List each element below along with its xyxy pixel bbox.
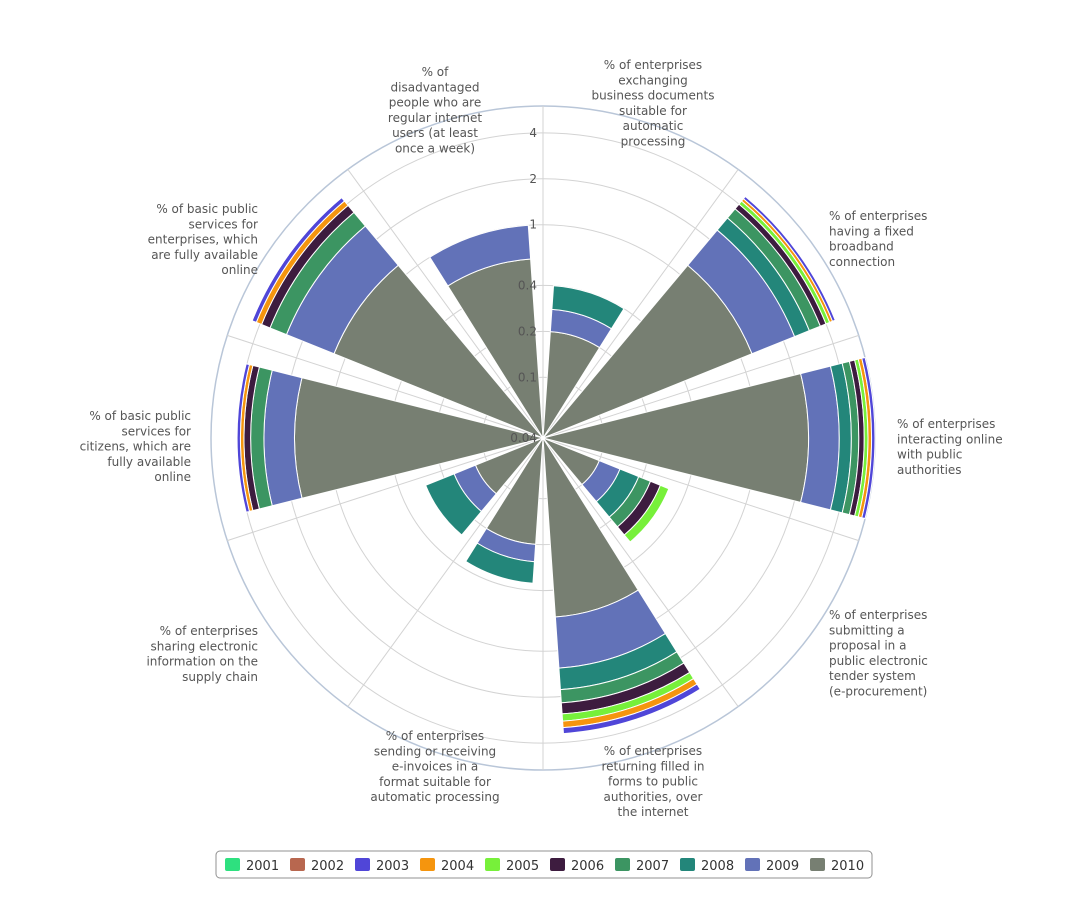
legend-label: 2003	[376, 859, 409, 874]
grid-spoke	[347, 437, 544, 707]
bar-segment-2003[interactable]	[236, 363, 251, 513]
legend-swatch	[225, 858, 240, 871]
category-label: % of enterprises returning filled in forms…	[601, 744, 704, 819]
bar-segment-2008[interactable]	[551, 285, 625, 330]
category-label: % of basic public services for citizens, w…	[80, 409, 191, 484]
legend-swatch	[420, 858, 435, 871]
bar-segment-2003[interactable]	[562, 683, 701, 735]
legend-swatch	[615, 858, 630, 871]
legend-item-2004[interactable]: 2004	[420, 858, 474, 874]
legend-item-2005[interactable]: 2005	[485, 858, 539, 874]
tick-label: 1	[529, 218, 537, 232]
legend-item-2001[interactable]: 2001	[225, 858, 279, 874]
legend-label: 2006	[571, 859, 604, 874]
legend-label: 2001	[246, 859, 279, 874]
legend-label: 2008	[701, 859, 734, 874]
grid-spoke	[347, 169, 544, 439]
category-label: % of basic public services for enterprises…	[148, 202, 258, 277]
bars-layer	[236, 195, 876, 735]
legend-label: 2002	[311, 859, 344, 874]
legend-label: 2009	[766, 859, 799, 874]
legend-swatch	[810, 858, 825, 871]
legend-label: 2010	[831, 859, 864, 874]
legend-item-2007[interactable]: 2007	[615, 858, 669, 874]
grid-spoke	[227, 334, 544, 439]
category-label: % of disadvantaged people who are regular i…	[388, 65, 482, 156]
tick-label: 0.2	[518, 324, 537, 338]
tick-label: 0.4	[518, 278, 537, 292]
category-label: % of enterprises having a fixed broadband c…	[829, 209, 927, 269]
grid-spoke	[227, 437, 544, 542]
legend-item-2003[interactable]: 2003	[355, 858, 409, 874]
tick-label: 0.1	[518, 370, 537, 384]
category-label: % of enterprises exchanging business docum…	[592, 58, 715, 149]
grid-spoke	[542, 437, 859, 542]
bar-segment-2008[interactable]	[425, 473, 483, 536]
legend-item-2009[interactable]: 2009	[745, 858, 799, 874]
tick-label: 4	[529, 126, 537, 140]
legend-item-2010[interactable]: 2010	[810, 858, 864, 874]
category-label: % of enterprises sending or receiving e-in…	[370, 729, 499, 804]
legend[interactable]: 2001 2002 2003 2004 2005 2006 2007 2008 2009 2010	[215, 850, 873, 879]
category-labels: % of enterprises exchanging business docum…	[80, 58, 1003, 819]
tick-label: 0.04	[510, 431, 537, 445]
bar-segment-2003[interactable]	[861, 356, 876, 520]
category-label: % of enterprises interacting online with p…	[897, 417, 1003, 477]
legend-label: 2004	[441, 859, 474, 874]
bar-segment-2008[interactable]	[465, 542, 535, 584]
legend-item-2006[interactable]: 2006	[550, 858, 604, 874]
category-label: % of enterprises submitting a proposal in …	[829, 608, 928, 699]
legend-item-2008[interactable]: 2008	[680, 858, 734, 874]
legend-label: 2007	[636, 859, 669, 874]
grid-spoke	[542, 334, 859, 439]
bar-segment-2009[interactable]	[429, 224, 532, 287]
legend-swatch	[485, 858, 500, 871]
bar-segment-2003[interactable]	[742, 195, 836, 322]
legend-swatch	[745, 858, 760, 871]
legend-swatch	[290, 858, 305, 871]
legend-item-2002[interactable]: 2002	[290, 858, 344, 874]
category-label: % of enterprises sharing electronic inform…	[146, 624, 258, 684]
legend-swatch	[680, 858, 695, 871]
legend-box	[215, 850, 873, 879]
bar-segment-2005[interactable]	[623, 484, 670, 543]
tick-label: 2	[529, 172, 537, 186]
bar-segment-2001[interactable]	[250, 196, 343, 322]
legend-swatch	[550, 858, 565, 871]
ticks-layer: 0.04 0.1 0.2 0.4 1 2 4	[510, 126, 537, 445]
legend-label: 2005	[506, 859, 539, 874]
grid-spoke	[542, 169, 739, 439]
legend-swatch	[355, 858, 370, 871]
grid-spoke	[542, 437, 739, 707]
